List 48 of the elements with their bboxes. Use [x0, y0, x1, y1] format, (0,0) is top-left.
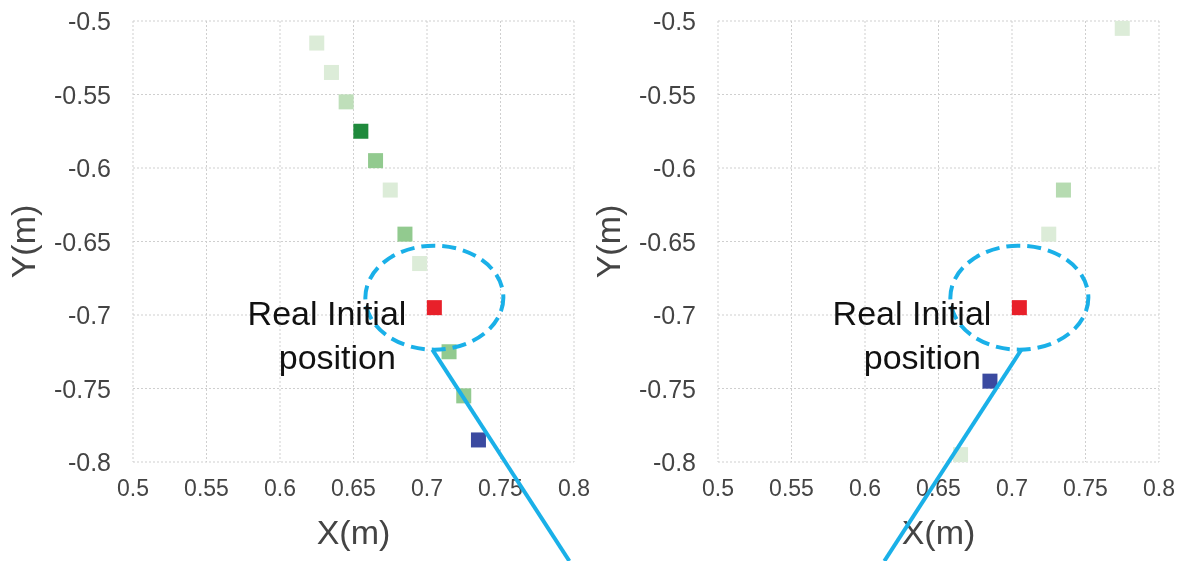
x-tick-label: 0.5 [117, 475, 149, 501]
point [397, 226, 413, 242]
point [338, 94, 354, 110]
x-axis-title: X(m) [316, 513, 391, 551]
y-tick-label: -0.7 [652, 301, 696, 329]
y-tick-label: -0.8 [652, 448, 696, 476]
y-tick-label: -0.65 [639, 227, 696, 256]
y-tick-label: -0.55 [639, 80, 696, 109]
x-tick-label: 0.65 [331, 475, 376, 501]
y-tick-label: -0.7 [67, 301, 111, 329]
x-tick-label: 0.7 [411, 475, 443, 501]
point [368, 153, 384, 169]
y-tick-label: -0.75 [54, 374, 111, 403]
point [982, 373, 998, 389]
y-tick-label: -0.6 [67, 154, 111, 182]
annotation: Real Initial position [247, 293, 407, 376]
x-tick-label: 0.7 [996, 475, 1028, 501]
point [470, 432, 486, 448]
x-tick-label: 0.55 [184, 475, 229, 501]
point [1011, 300, 1027, 316]
point [1055, 182, 1071, 198]
y-tick-label: -0.65 [54, 227, 111, 256]
annotation: Real Initial position [832, 293, 992, 376]
y-tick-label: -0.8 [67, 448, 111, 476]
x-tick-label: 0.75 [478, 475, 523, 501]
point [1114, 20, 1130, 36]
y-axis-title: Y(m) [4, 204, 42, 279]
point [309, 35, 325, 51]
x-tick-label: 0.75 [1063, 475, 1108, 501]
x-tick-label: 0.55 [769, 475, 814, 501]
x-tick-label: 0.6 [849, 475, 881, 501]
x-axis-title: X(m) [901, 513, 976, 551]
y-axis-title: Y(m) [589, 204, 627, 279]
x-tick-label: 0.5 [702, 475, 734, 501]
y-tick-label: -0.75 [639, 374, 696, 403]
point [353, 123, 369, 139]
y-tick-label: -0.5 [652, 7, 696, 35]
point [412, 256, 428, 272]
x-tick-label: 0.8 [1143, 475, 1175, 501]
x-tick-label: 0.8 [558, 475, 590, 501]
y-tick-label: -0.5 [67, 7, 111, 35]
point [1041, 226, 1057, 242]
x-tick-label: 0.6 [264, 475, 296, 501]
y-tick-label: -0.6 [652, 154, 696, 182]
point [323, 64, 339, 80]
y-tick-label: -0.55 [54, 80, 111, 109]
point [426, 300, 442, 316]
point [382, 182, 398, 198]
